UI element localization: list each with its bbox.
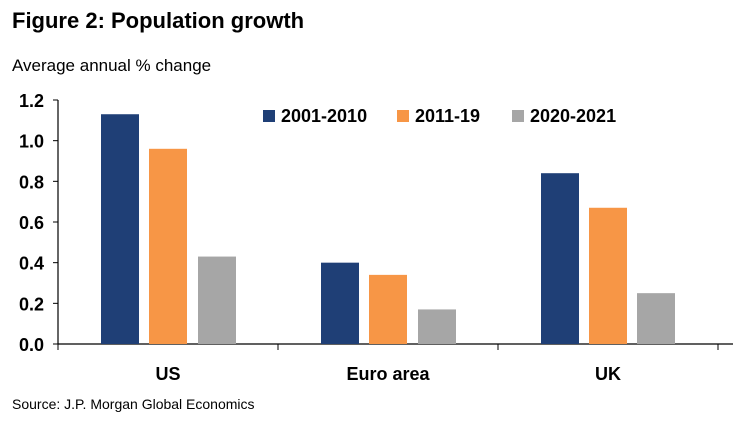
chart-tick-labels: 0.0 0.2 0.4 0.6 0.8 1.0 1.2 US Euro area UK [19,91,621,384]
x-tick-label: UK [595,364,621,384]
y-tick-label: 0.4 [19,254,44,274]
x-tick-label: Euro area [346,364,430,384]
legend-label: 2001-2010 [281,106,367,126]
bar-uk-2001-2010 [541,173,579,344]
source-note: Source: J.P. Morgan Global Economics [12,396,255,412]
bar-euro-area-2020-2021 [418,309,456,344]
y-tick-label: 1.2 [19,91,44,111]
legend-label: 2011-19 [415,106,480,126]
chart-bars [101,114,675,344]
bar-us-2020-2021 [198,256,236,344]
legend-swatch [263,110,275,122]
bar-uk-2011-19 [589,207,627,344]
bar-euro-area-2001-2010 [321,262,359,344]
legend-swatch [397,110,409,122]
chart-subtitle: Average annual % change [12,56,212,75]
y-tick-label: 1.0 [19,132,44,152]
legend-label: 2020-2021 [530,106,616,126]
y-tick-label: 0.8 [19,172,44,192]
y-tick-label: 0.0 [19,335,44,355]
bar-euro-area-2011-19 [369,274,407,344]
y-tick-label: 0.6 [19,213,44,233]
chart-title: Figure 2: Population growth [12,8,305,33]
chart-legend: 2001-2010 2011-19 2020-2021 [263,106,616,126]
bar-us-2001-2010 [101,114,139,344]
legend-swatch [512,110,524,122]
bar-us-2011-19 [149,148,187,344]
y-tick-label: 0.2 [19,294,44,314]
x-tick-label: US [155,364,180,384]
bar-uk-2020-2021 [637,293,675,344]
